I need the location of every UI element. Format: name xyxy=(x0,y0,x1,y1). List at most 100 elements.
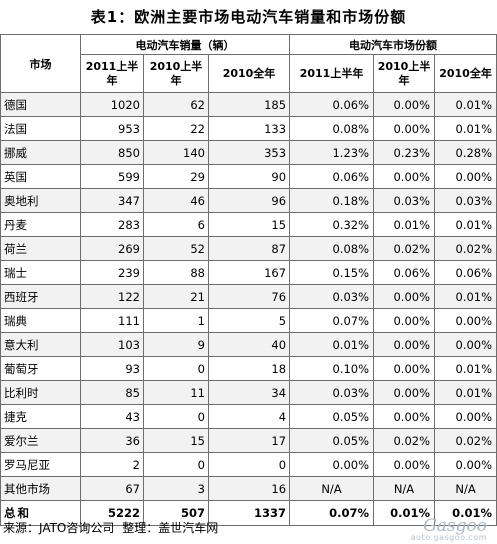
table-row: 挪威 850 140 353 1.23% 0.23% 0.28% xyxy=(0,140,497,165)
cell-sales-2010: 76 xyxy=(207,284,291,309)
header-sales-2011h1: 2011上半年 xyxy=(80,54,144,93)
cell-sales-2011h1: 283 xyxy=(80,212,144,237)
cell-sales-2010h1: 0 xyxy=(143,404,209,429)
cell-share-2010: 0.01% xyxy=(434,356,497,381)
cell-share-2010h1: 0.06% xyxy=(373,260,436,285)
cell-sales-2010: 15 xyxy=(207,212,291,237)
table-row: 奥地利 347 46 96 0.18% 0.03% 0.03% xyxy=(0,188,497,213)
header-share-2011h1: 2011上半年 xyxy=(289,54,375,93)
cell-share-2010h1: 0.02% xyxy=(373,428,436,453)
cell-market: 葡萄牙 xyxy=(0,356,81,381)
cell-sales-2011h1: 1020 xyxy=(80,92,144,117)
cell-market: 瑞士 xyxy=(0,260,81,285)
cell-market: 法国 xyxy=(0,116,81,141)
cell-share-2010: 0.01% xyxy=(434,212,497,237)
cell-sales-2010: 96 xyxy=(207,188,291,213)
cell-share-2010h1: 0.00% xyxy=(373,380,436,405)
header-share-group: 电动汽车市场份额 xyxy=(289,34,497,55)
cell-sales-2011h1: 599 xyxy=(80,164,144,189)
footer-editor: 整理：盖世汽车网 xyxy=(122,521,219,535)
cell-sales-2010: 34 xyxy=(207,380,291,405)
table-row: 丹麦 283 6 15 0.32% 0.01% 0.01% xyxy=(0,212,497,237)
cell-sales-2010: 185 xyxy=(207,92,291,117)
cell-share-2011h1: 0.00% xyxy=(289,452,375,477)
cell-share-2011h1: 0.10% xyxy=(289,356,375,381)
cell-sales-2010: 4 xyxy=(207,404,291,429)
cell-market: 丹麦 xyxy=(0,212,81,237)
cell-sales-2011h1: 239 xyxy=(80,260,144,285)
cell-share-2010: 0.06% xyxy=(434,260,497,285)
cell-market: 意大利 xyxy=(0,332,81,357)
cell-market: 挪威 xyxy=(0,140,81,165)
cell-market: 爱尔兰 xyxy=(0,428,81,453)
cell-share-2010h1: 0.00% xyxy=(373,164,436,189)
cell-share-2011h1: 0.08% xyxy=(289,116,375,141)
cell-share-2010h1: 0.01% xyxy=(373,212,436,237)
cell-share-2010: 0.01% xyxy=(434,380,497,405)
cell-sales-2010h1: 0 xyxy=(143,356,209,381)
ev-sales-table: 市场 电动汽车销量（辆） 电动汽车市场份额 2011上半年 2010上半年 20… xyxy=(0,34,497,526)
cell-sales-2010h1: 11 xyxy=(143,380,209,405)
cell-share-2011h1: 0.32% xyxy=(289,212,375,237)
cell-sales-2011h1: 111 xyxy=(80,308,144,333)
cell-share-2010h1: 0.23% xyxy=(373,140,436,165)
cell-market: 捷克 xyxy=(0,404,81,429)
cell-share-2010: 0.01% xyxy=(434,284,497,309)
table-row: 捷克 43 0 4 0.05% 0.00% 0.00% xyxy=(0,404,497,429)
footer-source: 来源：JATO咨询公司 xyxy=(3,521,115,535)
cell-sales-2010: 40 xyxy=(207,332,291,357)
cell-sales-2011h1: 67 xyxy=(80,476,144,501)
cell-sales-2011h1: 93 xyxy=(80,356,144,381)
cell-sales-2010h1: 15 xyxy=(143,428,209,453)
cell-sales-2010: 5 xyxy=(207,308,291,333)
cell-share-2011h1: N/A xyxy=(289,476,375,501)
cell-share-2011h1: 0.06% xyxy=(289,92,375,117)
table-row: 爱尔兰 36 15 17 0.05% 0.02% 0.02% xyxy=(0,428,497,453)
cell-sales-2010: 87 xyxy=(207,236,291,261)
cell-market: 德国 xyxy=(0,92,81,117)
cell-sales-2011h1: 103 xyxy=(80,332,144,357)
cell-sales-2010h1: 21 xyxy=(143,284,209,309)
cell-sales-2011h1: 122 xyxy=(80,284,144,309)
cell-sales-2011h1: 85 xyxy=(80,380,144,405)
cell-sales-2010: 90 xyxy=(207,164,291,189)
table-title: 表1：欧洲主要市场电动汽车销量和市场份额 xyxy=(0,0,497,38)
cell-share-2011h1: 0.07% xyxy=(289,500,375,526)
cell-market: 西班牙 xyxy=(0,284,81,309)
cell-sales-2010: 133 xyxy=(207,116,291,141)
table-row: 其他市场 67 3 16 N/A N/A N/A xyxy=(0,476,497,501)
cell-share-2011h1: 1.23% xyxy=(289,140,375,165)
table-body: 德国 1020 62 185 0.06% 0.00% 0.01% 法国 953 22 133 0.08… xyxy=(0,92,497,526)
header-share-2010: 2010全年 xyxy=(434,54,497,93)
cell-share-2010: 0.01% xyxy=(434,500,497,526)
table-row: 法国 953 22 133 0.08% 0.00% 0.01% xyxy=(0,116,497,141)
cell-share-2010h1: 0.00% xyxy=(373,308,436,333)
cell-sales-2010h1: 1 xyxy=(143,308,209,333)
table-row: 罗马尼亚 2 0 0 0.00% 0.00% 0.00% xyxy=(0,452,497,477)
table-row: 瑞典 111 1 5 0.07% 0.00% 0.00% xyxy=(0,308,497,333)
cell-sales-2010h1: 46 xyxy=(143,188,209,213)
cell-sales-2011h1: 347 xyxy=(80,188,144,213)
cell-share-2011h1: 0.03% xyxy=(289,284,375,309)
cell-sales-2010h1: 62 xyxy=(143,92,209,117)
cell-share-2010h1: N/A xyxy=(373,476,436,501)
cell-market: 比利时 xyxy=(0,380,81,405)
cell-sales-2010: 0 xyxy=(207,452,291,477)
table-row: 葡萄牙 93 0 18 0.10% 0.00% 0.01% xyxy=(0,356,497,381)
cell-share-2010: 0.00% xyxy=(434,164,497,189)
cell-sales-2010h1: 88 xyxy=(143,260,209,285)
cell-share-2011h1: 0.06% xyxy=(289,164,375,189)
cell-sales-2011h1: 953 xyxy=(80,116,144,141)
cell-share-2010: 0.02% xyxy=(434,428,497,453)
cell-sales-2011h1: 43 xyxy=(80,404,144,429)
cell-sales-2010: 18 xyxy=(207,356,291,381)
table-row: 比利时 85 11 34 0.03% 0.00% 0.01% xyxy=(0,380,497,405)
cell-share-2010: 0.00% xyxy=(434,332,497,357)
cell-sales-2010: 17 xyxy=(207,428,291,453)
cell-share-2010: 0.02% xyxy=(434,236,497,261)
cell-sales-2010h1: 22 xyxy=(143,116,209,141)
cell-sales-2010: 353 xyxy=(207,140,291,165)
footer: 来源：JATO咨询公司 整理：盖世汽车网 xyxy=(0,516,497,544)
cell-share-2010: 0.00% xyxy=(434,452,497,477)
cell-share-2010h1: 0.00% xyxy=(373,116,436,141)
